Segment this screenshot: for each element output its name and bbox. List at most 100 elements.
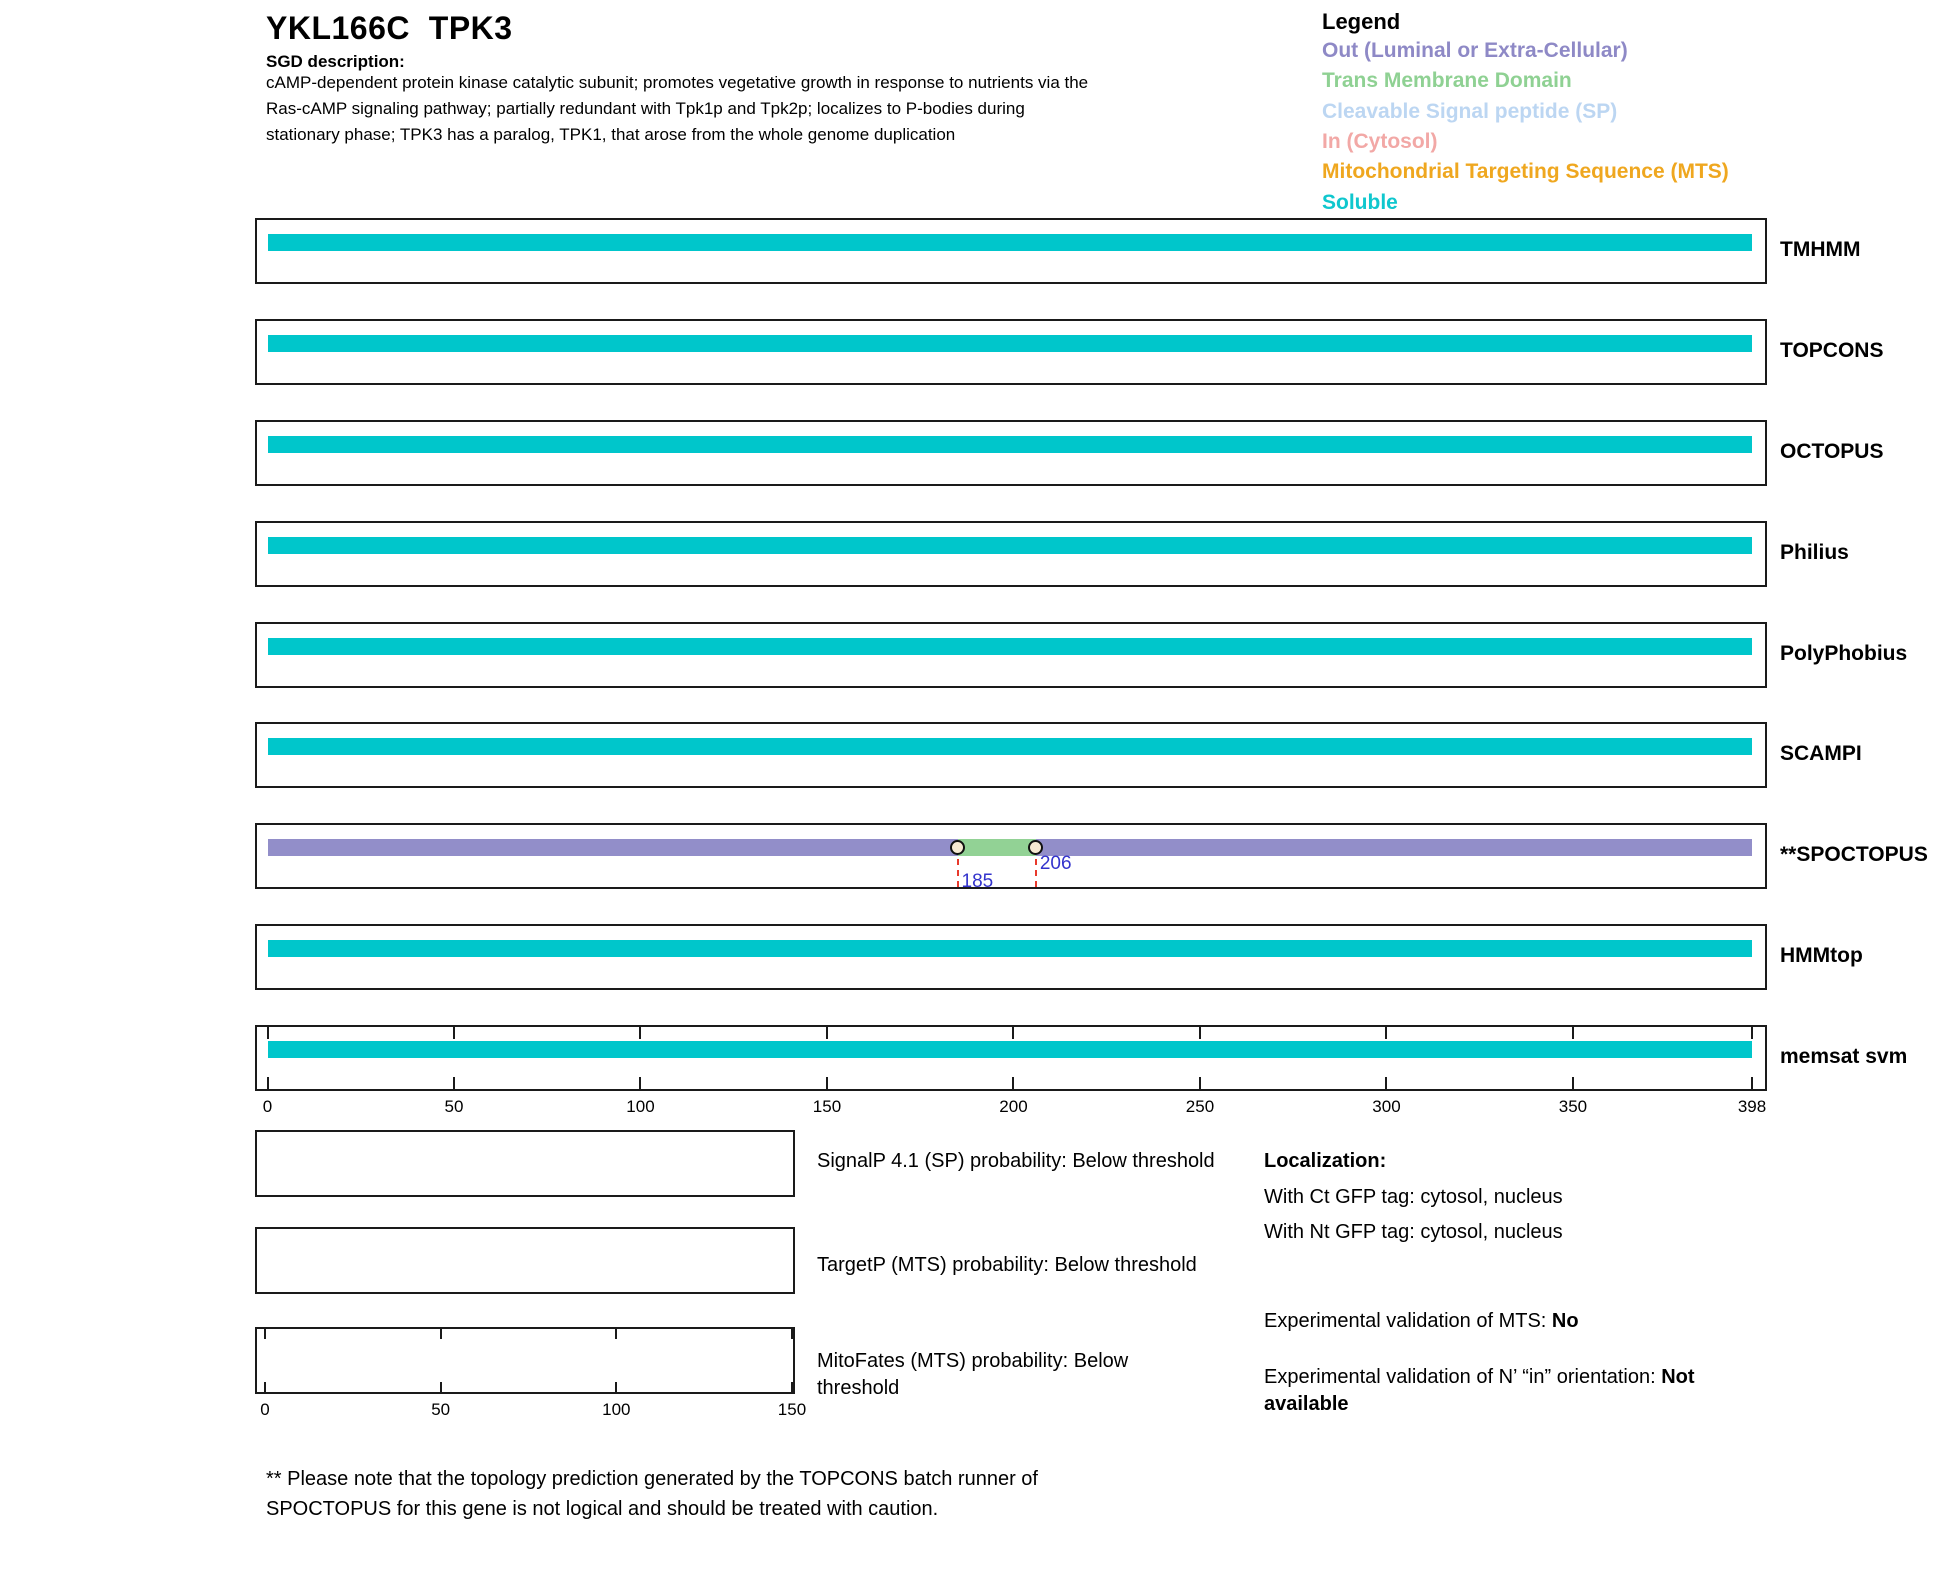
prob-box-targetp — [255, 1227, 795, 1294]
axis-tick-top-200 — [1012, 1027, 1015, 1039]
mts-validation-prefix: Experimental validation of MTS: — [1264, 1310, 1552, 1332]
legend-item-in-cytosol: In (Cytosol) — [1322, 129, 1438, 153]
axis-tick-bottom-250 — [1198, 1077, 1201, 1089]
track-label-octopus: OCTOPUS — [1780, 439, 1884, 463]
targetp-caption: TargetP (MTS) probability: Below thresho… — [817, 1254, 1197, 1276]
axis-tick-bottom-50 — [452, 1077, 455, 1089]
prob-box-mitofates — [255, 1327, 795, 1394]
mts-validation-value: No — [1551, 1310, 1579, 1332]
axis-tick-top-350 — [1571, 1027, 1574, 1039]
axis-tick-label-0: 0 — [262, 1097, 273, 1116]
track-segment-soluble-philius — [267, 536, 1752, 554]
legend-item-cleavable-signal-peptide-sp: Cleavable Signal peptide (SP) — [1322, 99, 1618, 123]
track-box-octopus — [255, 419, 1767, 486]
spoctopus-footnote-line-1: ** Please note that the topology predict… — [266, 1468, 1038, 1490]
prob-tick-bottom-0 — [264, 1382, 266, 1392]
track-segment-out-spoctopus — [267, 839, 958, 857]
axis-tick-label-50: 50 — [444, 1097, 464, 1116]
mts-validation-line: Experimental validation of MTS: No — [1264, 1308, 1579, 1335]
boundary-line-206 — [1034, 847, 1037, 888]
prob-tick-top-0 — [264, 1329, 266, 1339]
page-title: YKL166C TPK3 — [266, 10, 513, 46]
sgd-description-label: SGD description: — [266, 52, 405, 71]
track-segment-soluble-memsat-svm — [267, 1041, 1752, 1058]
track-label-spoctopus: **SPOCTOPUS — [1780, 843, 1928, 867]
prob-tick-top-150 — [790, 1329, 793, 1339]
mitofates-caption: MitoFates (MTS) probability: Below thres… — [817, 1350, 1129, 1399]
axis-tick-bottom-398 — [1751, 1077, 1753, 1089]
track-box-memsat-svm — [255, 1025, 1767, 1091]
track-box-philius — [255, 520, 1767, 587]
track-label-topcons: TOPCONS — [1780, 338, 1884, 362]
track-label-hmmtop: HMMtop — [1780, 944, 1863, 968]
prob-tick-top-100 — [615, 1329, 618, 1339]
axis-tick-top-300 — [1385, 1027, 1388, 1039]
legend-item-trans-membrane-domain: Trans Membrane Domain — [1322, 69, 1572, 93]
localization-heading: Localization: — [1264, 1150, 1387, 1172]
track-box-tmhmm — [255, 218, 1767, 284]
axis-tick-bottom-150 — [825, 1077, 828, 1089]
prob-box-signalp — [255, 1130, 795, 1197]
axis-tick-top-150 — [825, 1027, 828, 1039]
prob-tick-label-100: 100 — [602, 1400, 631, 1419]
localization-ct-line: With Ct GFP tag: cytosol, nucleus — [1264, 1186, 1563, 1208]
prob-tick-label-50: 50 — [431, 1400, 451, 1419]
axis-tick-top-100 — [639, 1027, 642, 1039]
track-segment-soluble-scampi — [267, 738, 1752, 756]
sgd-description-line-3: stationary phase; TPK3 has a paralog, TP… — [266, 125, 956, 144]
orientation-validation-value: Not available — [1264, 1366, 1695, 1415]
track-box-spoctopus — [255, 823, 1767, 890]
track-segment-soluble-topcons — [267, 334, 1752, 352]
axis-tick-top-250 — [1198, 1027, 1201, 1039]
track-label-scampi: SCAMPI — [1780, 742, 1862, 766]
topology-marker-185 — [949, 839, 965, 855]
prob-tick-bottom-100 — [615, 1382, 618, 1392]
track-label-polyphobius: PolyPhobius — [1780, 641, 1908, 665]
axis-tick-label-300: 300 — [1372, 1097, 1401, 1116]
boundary-label-185: 185 — [961, 871, 994, 893]
axis-tick-label-398: 398 — [1737, 1097, 1767, 1116]
axis-tick-label-150: 150 — [812, 1097, 842, 1116]
track-segment-tm-spoctopus — [957, 839, 1036, 857]
axis-tick-label-250: 250 — [1185, 1097, 1215, 1116]
topology-marker-206 — [1027, 839, 1043, 855]
boundary-label-206: 206 — [1039, 853, 1072, 875]
axis-tick-top-0 — [266, 1027, 269, 1039]
prob-tick-bottom-150 — [790, 1382, 793, 1392]
track-box-scampi — [255, 722, 1767, 789]
prob-tick-label-150: 150 — [777, 1400, 807, 1419]
axis-tick-bottom-350 — [1571, 1077, 1574, 1089]
prob-tick-top-50 — [439, 1329, 442, 1339]
track-label-memsat-svm: memsat svm — [1780, 1045, 1908, 1068]
orientation-validation-prefix: Experimental validation of N’ “in” orien… — [1264, 1366, 1662, 1388]
track-box-hmmtop — [255, 924, 1767, 991]
track-label-philius: Philius — [1780, 540, 1849, 564]
axis-tick-label-350: 350 — [1558, 1097, 1588, 1116]
axis-tick-bottom-200 — [1012, 1077, 1015, 1089]
orientation-validation-line: Experimental validation of N’ “in” orien… — [1264, 1364, 1742, 1418]
localization-nt-line: With Nt GFP tag: cytosol, nucleus — [1264, 1221, 1563, 1243]
axis-tick-top-398 — [1751, 1027, 1753, 1039]
spoctopus-footnote-line-2: SPOCTOPUS for this gene is not logical a… — [266, 1498, 939, 1520]
axis-tick-top-50 — [452, 1027, 455, 1039]
axis-tick-label-100: 100 — [626, 1097, 655, 1116]
axis-tick-label-200: 200 — [999, 1097, 1028, 1116]
boundary-line-185 — [956, 847, 959, 888]
track-label-tmhmm: TMHMM — [1780, 238, 1861, 261]
signalp-caption: SignalP 4.1 (SP) probability: Below thre… — [817, 1150, 1215, 1172]
track-segment-soluble-polyphobius — [267, 637, 1752, 655]
track-segment-soluble-octopus — [267, 435, 1752, 453]
legend-title: Legend — [1322, 9, 1401, 34]
prob-tick-label-0: 0 — [260, 1400, 270, 1419]
prob-tick-bottom-50 — [439, 1382, 442, 1392]
track-box-polyphobius — [255, 621, 1767, 688]
legend-item-soluble: Soluble — [1322, 190, 1398, 214]
track-segment-out-spoctopus — [1035, 839, 1752, 857]
track-segment-soluble-tmhmm — [267, 234, 1752, 251]
track-segment-soluble-hmmtop — [267, 940, 1752, 958]
sgd-description-line-2: Ras-cAMP signaling pathway; partially re… — [266, 99, 1025, 118]
axis-tick-bottom-100 — [639, 1077, 642, 1089]
track-box-topcons — [255, 318, 1767, 385]
sgd-description-line-1: cAMP-dependent protein kinase catalytic … — [266, 73, 1089, 92]
